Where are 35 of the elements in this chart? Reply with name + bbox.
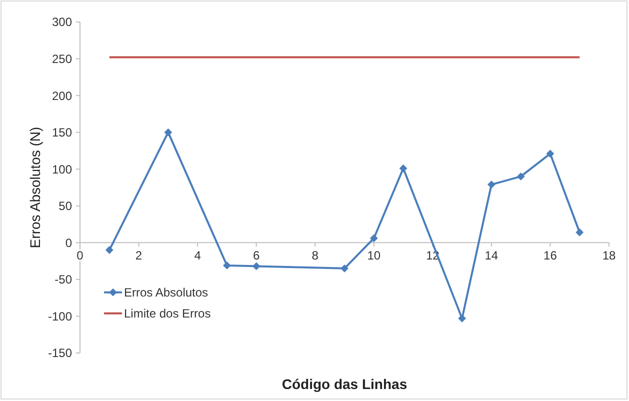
y-tick-label: 250	[52, 52, 72, 66]
y-tick-label: 100	[52, 162, 72, 176]
y-tick-label: -50	[54, 272, 72, 287]
point	[370, 234, 378, 242]
point	[222, 262, 231, 270]
point	[546, 150, 554, 158]
point	[399, 164, 408, 172]
point	[164, 128, 172, 136]
legend-label: Limite dos Erros	[124, 306, 211, 321]
point	[516, 172, 525, 180]
point	[105, 246, 114, 254]
point	[576, 228, 584, 236]
point	[252, 262, 260, 270]
x-tick-label: 16	[544, 248, 558, 263]
x-tick-label: 6	[252, 248, 260, 263]
point	[487, 180, 496, 189]
x-tick-label: 8	[312, 248, 319, 263]
y-tick-label: -100	[48, 309, 72, 324]
y-tick-label: 300	[52, 15, 72, 30]
x-tick-label: 2	[135, 248, 142, 263]
y-axis-title: Erros Absolutos (N)	[27, 126, 43, 248]
x-tick-label: 10	[367, 248, 381, 263]
x-tick-label: 4	[194, 248, 202, 263]
x-tick-label: 18	[602, 248, 616, 263]
point	[340, 264, 348, 272]
y-tick-label: 50	[58, 199, 72, 214]
x-axis-title: Código das Linhas	[282, 376, 408, 392]
point	[458, 314, 466, 322]
y-tick-label: 0	[65, 236, 72, 250]
y-tick-label: -150	[48, 346, 72, 360]
y-tick-label: 200	[52, 88, 72, 103]
x-tick-label: 14	[484, 248, 498, 263]
x-tick-label: 0	[76, 248, 84, 263]
y-tick-label: 150	[52, 126, 72, 140]
legend-label: Erros Absolutos	[124, 286, 208, 300]
